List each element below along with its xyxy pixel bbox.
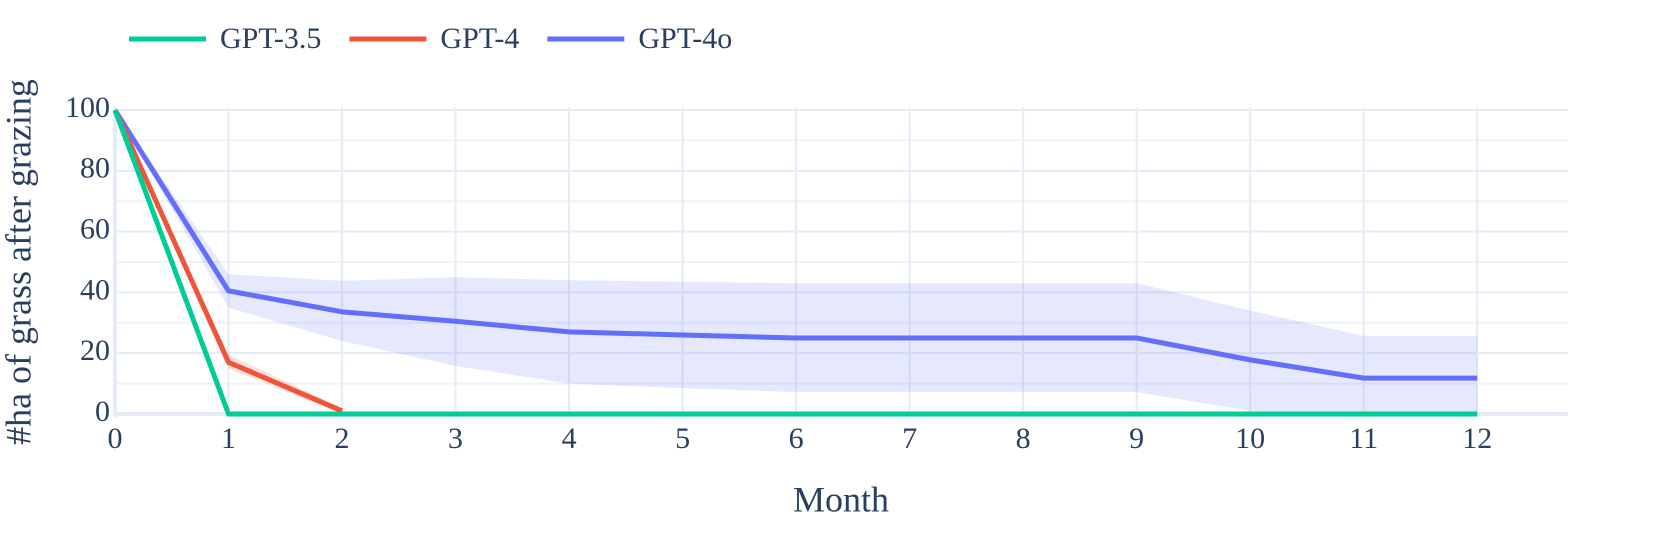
- x-tick-label: 11: [1349, 422, 1378, 455]
- x-tick-label: 5: [675, 422, 690, 455]
- x-tick-label: 3: [448, 422, 463, 455]
- x-tick-label: 8: [1016, 422, 1031, 455]
- x-tick-label: 12: [1462, 422, 1492, 455]
- legend-label: GPT-3.5: [220, 22, 321, 55]
- series-line: [112, 109, 344, 414]
- y-tick-label: 0: [95, 395, 110, 428]
- x-tick-label: 9: [1129, 422, 1144, 455]
- y-tick-label: 100: [65, 91, 110, 124]
- series-line: [112, 108, 1478, 381]
- legend-label: GPT-4o: [638, 22, 732, 55]
- y-axis-title: #ha of grass after grazing: [0, 79, 38, 445]
- x-tick-label: 2: [335, 422, 350, 455]
- x-tick-label: 7: [902, 422, 917, 455]
- x-axis-title: Month: [793, 479, 889, 519]
- y-tick-label: 40: [80, 273, 110, 306]
- series-line: [112, 109, 1478, 417]
- y-tick-label: 60: [80, 212, 110, 245]
- y-tick-label: 80: [80, 152, 110, 185]
- x-tick-label: 0: [108, 422, 123, 455]
- x-tick-label: 1: [221, 422, 236, 455]
- x-tick-label: 6: [789, 422, 804, 455]
- legend-label: GPT-4: [440, 22, 519, 55]
- x-tick-label: 10: [1235, 422, 1265, 455]
- y-tick-label: 20: [80, 334, 110, 367]
- x-tick-label: 4: [562, 422, 577, 455]
